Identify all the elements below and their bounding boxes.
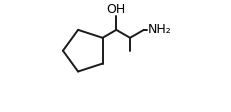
Text: OH: OH [107, 3, 126, 16]
Text: NH₂: NH₂ [147, 23, 171, 36]
